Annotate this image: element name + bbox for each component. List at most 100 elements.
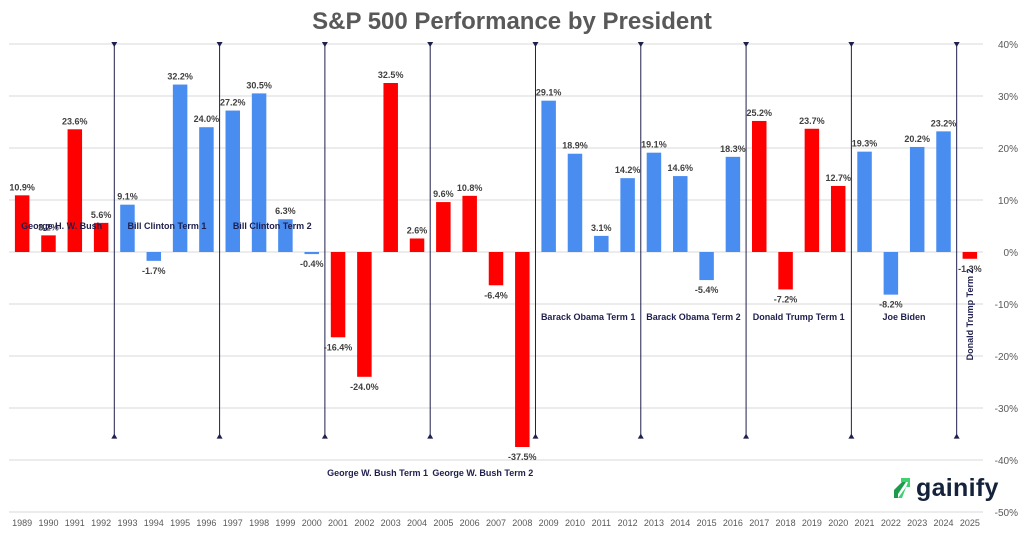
x-tick-label: 1998 (249, 518, 269, 528)
value-label-1991: 23.6% (62, 116, 88, 126)
bar-2017 (751, 120, 767, 253)
x-tick-label: 2019 (802, 518, 822, 528)
bar-2018 (778, 252, 793, 290)
gainify-logo: gainify (892, 474, 999, 503)
bar-2011 (594, 235, 609, 252)
term-divider-marker-bottom (953, 433, 960, 439)
term-divider-marker-bottom (848, 433, 855, 439)
x-tick-label: 2020 (828, 518, 848, 528)
term-divider-marker-top (111, 42, 118, 47)
x-tick-label: 1995 (170, 518, 190, 528)
term-label: Bill Clinton Term 2 (233, 221, 312, 231)
bar-2012 (620, 178, 635, 252)
value-label-1996: 24.0% (194, 114, 220, 124)
x-tick-label: 2017 (749, 518, 769, 528)
term-divider-marker-bottom (427, 433, 434, 439)
value-label-2017: 25.2% (746, 108, 772, 118)
value-label-1999: 6.3% (275, 206, 296, 216)
term-divider-marker-top (216, 42, 223, 47)
x-tick-label: 2015 (697, 518, 717, 528)
x-tick-label: 2001 (328, 518, 348, 528)
y-tick-label: -20% (995, 352, 1018, 363)
value-label-2011: 3.1% (591, 223, 612, 233)
bar-2016 (725, 156, 741, 252)
bar-2023 (909, 146, 925, 252)
value-label-2016: 18.3% (720, 144, 746, 154)
value-label-2021: 19.3% (852, 139, 878, 149)
x-axis-ticks: 1989 1990 1991 1992 1993 1994 1995 1996 1997 1998… (12, 518, 980, 528)
term-divider-marker-top (743, 42, 750, 47)
term-divider-marker-top (953, 42, 960, 47)
x-tick-label: 1992 (91, 518, 111, 528)
bar-2005 (436, 202, 451, 252)
term-divider-marker-bottom (111, 433, 118, 439)
x-tick-label: 2005 (433, 518, 453, 528)
value-label-2014: 14.6% (668, 163, 694, 173)
value-label-2000: -0.4% (300, 259, 324, 269)
term-divider-marker-bottom (321, 433, 328, 439)
value-label-1997: 27.2% (220, 98, 246, 108)
value-label-2022: -8.2% (879, 300, 903, 310)
x-tick-label: 2023 (907, 518, 927, 528)
bar-2000 (304, 252, 319, 255)
x-tick-label: 1991 (65, 518, 85, 528)
x-tick-label: 1990 (38, 518, 58, 528)
term-divider-marker-top (427, 42, 434, 47)
bar-2021 (857, 151, 872, 252)
value-label-1992: 5.6% (91, 210, 112, 220)
value-label-2002: -24.0% (350, 382, 379, 392)
value-label-2007: -6.4% (484, 290, 508, 300)
x-tick-label: 2000 (302, 518, 322, 528)
value-label-2019: 23.7% (799, 116, 825, 126)
bar-2001 (330, 252, 346, 338)
bar-1989 (14, 195, 30, 252)
term-dividers (111, 42, 960, 439)
x-tick-label: 2006 (460, 518, 480, 528)
bar-1993 (120, 204, 135, 252)
bar-2022 (883, 252, 899, 295)
bar-1994 (146, 252, 162, 261)
value-label-2024: 23.2% (931, 118, 957, 128)
value-label-2012: 14.2% (615, 165, 641, 175)
term-label: Donald Trump Term 1 (753, 312, 845, 322)
bar-2006 (462, 195, 477, 252)
x-tick-label: 2002 (354, 518, 374, 528)
term-label: Barack Obama Term 2 (646, 312, 740, 322)
x-tick-label: 2007 (486, 518, 506, 528)
term-divider-marker-top (321, 42, 328, 47)
bar-2009 (541, 100, 556, 253)
term-label: Joe Biden (883, 312, 926, 322)
y-tick-label: 40% (998, 40, 1018, 51)
value-label-2013: 19.1% (641, 140, 667, 150)
value-label-2003: 32.5% (378, 70, 404, 80)
y-tick-label: -50% (995, 508, 1018, 519)
x-tick-label: 2008 (512, 518, 532, 528)
value-label-2004: 2.6% (407, 225, 428, 235)
term-divider-marker-bottom (216, 433, 223, 439)
value-label-1994: -1.7% (142, 266, 166, 276)
x-tick-label: 1996 (196, 518, 216, 528)
gainify-logo-icon (894, 477, 910, 498)
term-label: George W. Bush Term 1 (327, 468, 428, 478)
x-tick-label: 2024 (933, 518, 953, 528)
bar-1992 (93, 222, 109, 252)
y-axis-ticks: -50% -40% -30% -20% -10% 0% 10% 20% 30% 40% (995, 40, 1018, 519)
x-tick-label: 2022 (881, 518, 901, 528)
x-tick-label: 2016 (723, 518, 743, 528)
value-label-2008: -37.5% (508, 452, 537, 462)
term-divider-marker-top (637, 42, 644, 47)
value-label-1993: 9.1% (117, 192, 138, 202)
value-label-2010: 18.9% (562, 141, 588, 151)
x-tick-label: 2010 (565, 518, 585, 528)
bar-2002 (357, 252, 372, 377)
value-label-2018: -7.2% (774, 294, 798, 304)
term-label: Donald Trump Term 2 (965, 268, 975, 360)
value-label-2006: 10.8% (457, 183, 483, 193)
x-tick-label: 1999 (275, 518, 295, 528)
term-divider-marker-bottom (637, 433, 644, 439)
value-label-2020: 12.7% (825, 173, 851, 183)
bar-1996 (199, 127, 214, 252)
bar-2008 (515, 252, 530, 447)
y-tick-label: -30% (995, 404, 1018, 415)
bar-2025 (962, 252, 978, 259)
